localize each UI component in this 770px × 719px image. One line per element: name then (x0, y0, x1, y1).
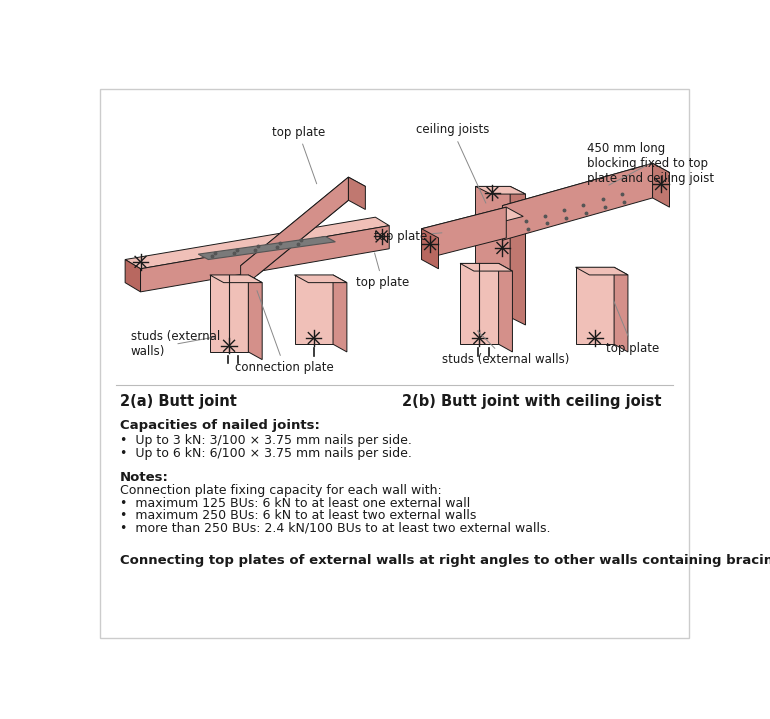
Polygon shape (422, 229, 439, 269)
Text: top plate: top plate (272, 126, 325, 184)
Polygon shape (294, 275, 333, 344)
Text: •  Up to 6 kN: 6/100 × 3.75 mm nails per side.: • Up to 6 kN: 6/100 × 3.75 mm nails per … (120, 447, 412, 460)
Polygon shape (140, 226, 390, 292)
Text: studs (external
walls): studs (external walls) (130, 330, 219, 358)
Text: •  more than 250 BUs: 2.4 kN/100 BUs to at least two external walls.: • more than 250 BUs: 2.4 kN/100 BUs to a… (120, 521, 551, 534)
Text: Connection plate fixing capacity for each wall with:: Connection plate fixing capacity for eac… (120, 484, 441, 497)
Text: Connecting top plates of external walls at right angles to other walls containin: Connecting top plates of external walls … (120, 554, 770, 567)
Text: 2(b) Butt joint with ceiling joist: 2(b) Butt joint with ceiling joist (403, 394, 662, 409)
Polygon shape (510, 186, 525, 325)
Text: top plate: top plate (607, 301, 660, 354)
Text: top plate: top plate (356, 253, 410, 289)
Text: 2(a) Butt joint: 2(a) Butt joint (120, 394, 236, 409)
Text: Notes:: Notes: (120, 471, 169, 485)
Polygon shape (422, 207, 524, 238)
Polygon shape (476, 186, 525, 194)
Text: studs (external walls): studs (external walls) (442, 331, 570, 366)
Polygon shape (125, 217, 390, 269)
Polygon shape (125, 260, 140, 292)
Text: 450 mm long
blocking fixed to top
plate and ceiling joist: 450 mm long blocking fixed to top plate … (587, 142, 715, 185)
Text: top plate: top plate (373, 230, 442, 243)
Text: Capacities of nailed joints:: Capacities of nailed joints: (120, 419, 320, 432)
Polygon shape (502, 163, 669, 215)
Text: connection plate: connection plate (236, 290, 334, 374)
Text: •  maximum 125 BUs: 6 kN to at least one external wall: • maximum 125 BUs: 6 kN to at least one … (120, 497, 470, 510)
Polygon shape (294, 275, 346, 283)
Polygon shape (199, 237, 336, 260)
Polygon shape (476, 186, 510, 317)
Polygon shape (576, 267, 628, 275)
Polygon shape (240, 177, 366, 275)
Polygon shape (209, 275, 248, 352)
Polygon shape (614, 267, 628, 352)
Polygon shape (499, 263, 513, 352)
Polygon shape (248, 275, 262, 360)
Polygon shape (240, 177, 348, 289)
Polygon shape (576, 267, 614, 344)
Polygon shape (652, 163, 669, 207)
Text: ceiling joists: ceiling joists (416, 124, 489, 203)
Polygon shape (460, 263, 499, 344)
Polygon shape (422, 207, 507, 260)
Polygon shape (460, 263, 513, 271)
Text: •  Up to 3 kN: 3/100 × 3.75 mm nails per side.: • Up to 3 kN: 3/100 × 3.75 mm nails per … (120, 434, 412, 447)
Polygon shape (348, 177, 366, 209)
Polygon shape (209, 275, 262, 283)
Polygon shape (502, 163, 652, 240)
Polygon shape (333, 275, 346, 352)
Text: •  maximum 250 BUs: 6 kN to at least two external walls: • maximum 250 BUs: 6 kN to at least two … (120, 509, 476, 522)
